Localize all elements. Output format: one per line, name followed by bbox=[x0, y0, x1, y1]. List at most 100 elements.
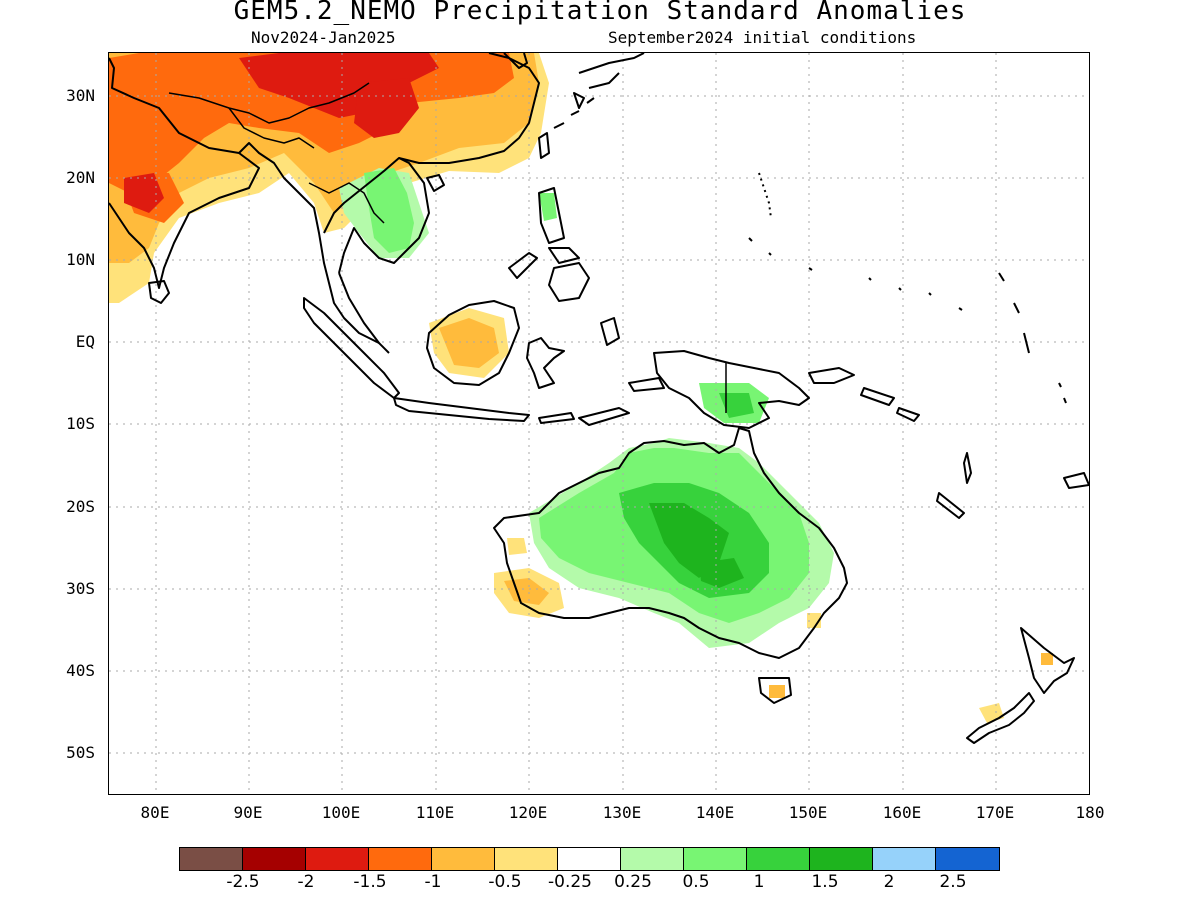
colorbar-swatch bbox=[180, 848, 243, 870]
colorbar-label: 2 bbox=[883, 872, 895, 892]
lon-label-110e: 110E bbox=[415, 803, 455, 822]
anomaly-newguinea-pos-dark bbox=[719, 393, 754, 418]
colorbar-swatch bbox=[306, 848, 369, 870]
lon-label-120e: 120E bbox=[508, 803, 548, 822]
colorbar-label: -1 bbox=[424, 872, 442, 892]
border-himalaya bbox=[168, 82, 370, 124]
lat-label-10s: 10S bbox=[66, 414, 95, 433]
anomaly-tasmania-neg bbox=[769, 685, 785, 698]
colorbar-swatch bbox=[243, 848, 306, 870]
islands-tuvalu bbox=[1058, 382, 1067, 404]
forecast-period: Nov2024-Jan2025 bbox=[251, 28, 396, 47]
colorbar-swatch bbox=[432, 848, 495, 870]
coast-srilanka bbox=[148, 280, 170, 304]
map-svg bbox=[109, 53, 1089, 794]
islands-ryukyu bbox=[553, 97, 595, 129]
coast-seram bbox=[628, 377, 665, 392]
coast-newcaledonia bbox=[936, 492, 965, 519]
coast-tasmania bbox=[758, 677, 792, 704]
gridlines bbox=[109, 53, 1089, 794]
lat-label-10n: 10N bbox=[66, 250, 95, 269]
coast-australia bbox=[493, 427, 848, 659]
colorbar-swatch bbox=[873, 848, 936, 870]
lon-label-130e: 130E bbox=[602, 803, 642, 822]
anomaly-w-australia-neg bbox=[507, 538, 527, 555]
colorbar-swatch bbox=[621, 848, 684, 870]
coast-korea bbox=[503, 53, 528, 69]
colorbar-label: 0.25 bbox=[614, 872, 652, 892]
islands-marshall bbox=[998, 272, 1030, 354]
lat-label-30n: 30N bbox=[66, 86, 95, 105]
anomaly-india-neg-red bbox=[124, 173, 164, 213]
colorbar-swatch bbox=[747, 848, 810, 870]
anomaly-asia-neg-darkorange bbox=[109, 53, 514, 193]
coast-malay bbox=[338, 272, 390, 354]
coast-fiji bbox=[1063, 472, 1089, 489]
coast-luzon bbox=[538, 187, 565, 244]
coast-india bbox=[109, 57, 260, 289]
lon-label-150e: 150E bbox=[788, 803, 828, 822]
anomaly-shading bbox=[109, 53, 1053, 723]
lat-label-20s: 20S bbox=[66, 497, 95, 516]
coast-vanuatu bbox=[963, 452, 972, 484]
coast-taiwan bbox=[538, 132, 550, 159]
lon-label-100e: 100E bbox=[321, 803, 361, 822]
colorbar-swatch bbox=[558, 848, 621, 870]
colorbar-label: 0.5 bbox=[682, 872, 710, 892]
coast-visayas bbox=[548, 247, 580, 264]
colorbar-swatch bbox=[495, 848, 558, 870]
anomaly-nz-neg2 bbox=[1041, 653, 1053, 665]
coast-solomon1 bbox=[860, 387, 895, 406]
lon-label-160e: 160E bbox=[882, 803, 922, 822]
coast-solomon2 bbox=[896, 407, 920, 422]
coast-bangladesh-myanmar bbox=[238, 142, 380, 344]
colorbar-label: 1 bbox=[753, 872, 765, 892]
coastlines bbox=[109, 53, 1089, 744]
initial-conditions: September2024 initial conditions bbox=[608, 28, 917, 47]
lon-label-90e: 90E bbox=[233, 803, 263, 822]
coast-nz-north bbox=[1020, 627, 1075, 694]
lat-label-50s: 50S bbox=[66, 743, 95, 762]
lat-label-20n: 20N bbox=[66, 168, 95, 187]
coast-timor bbox=[578, 407, 630, 426]
map-panel bbox=[108, 52, 1090, 795]
colorbar-swatch bbox=[684, 848, 747, 870]
coast-palawan bbox=[508, 252, 538, 279]
coast-java bbox=[393, 397, 530, 422]
coast-borneo bbox=[426, 300, 520, 386]
coast-flores bbox=[538, 412, 575, 424]
coast-newbritain bbox=[808, 367, 855, 384]
colorbar-label: 2.5 bbox=[939, 872, 967, 892]
coast-nz-south bbox=[966, 692, 1035, 744]
anomaly-philippines-pos bbox=[539, 193, 557, 221]
coast-sulawesi bbox=[526, 337, 565, 389]
islands-marianas bbox=[758, 172, 772, 219]
lat-label-40s: 40S bbox=[66, 661, 95, 680]
colorbar-label: -0.5 bbox=[488, 872, 522, 892]
lon-label-170e: 170E bbox=[975, 803, 1015, 822]
colorbar-swatch bbox=[369, 848, 432, 870]
anomaly-indochina-pos-green bbox=[364, 168, 414, 253]
coast-hainan bbox=[426, 174, 445, 192]
colorbar-swatch bbox=[810, 848, 873, 870]
colorbar-label: 1.5 bbox=[811, 872, 839, 892]
lon-label-140e: 140E bbox=[695, 803, 735, 822]
coast-china bbox=[398, 53, 540, 164]
coast-halmahera bbox=[600, 317, 620, 346]
anomaly-australia-pos-dark2 bbox=[699, 558, 744, 588]
chart-title: GEM5.2_NEMO Precipitation Standard Anoma… bbox=[233, 0, 967, 26]
anomaly-borneo-neg-orange bbox=[439, 318, 499, 368]
coast-japan bbox=[578, 53, 645, 89]
lon-label-180: 180 bbox=[1075, 803, 1105, 822]
coast-indochina bbox=[323, 157, 430, 274]
border-tibet bbox=[228, 107, 315, 149]
coast-newguinea bbox=[653, 350, 810, 429]
anomaly-australia-pos-dark bbox=[649, 503, 729, 578]
islands-micronesia bbox=[748, 237, 963, 311]
colorbar bbox=[179, 847, 1000, 871]
colorbar-label: -0.25 bbox=[548, 872, 592, 892]
lat-label-30s: 30S bbox=[66, 579, 95, 598]
lon-label-80e: 80E bbox=[140, 803, 170, 822]
lat-label-eq: EQ bbox=[75, 332, 95, 351]
coast-japan-south bbox=[573, 92, 585, 109]
